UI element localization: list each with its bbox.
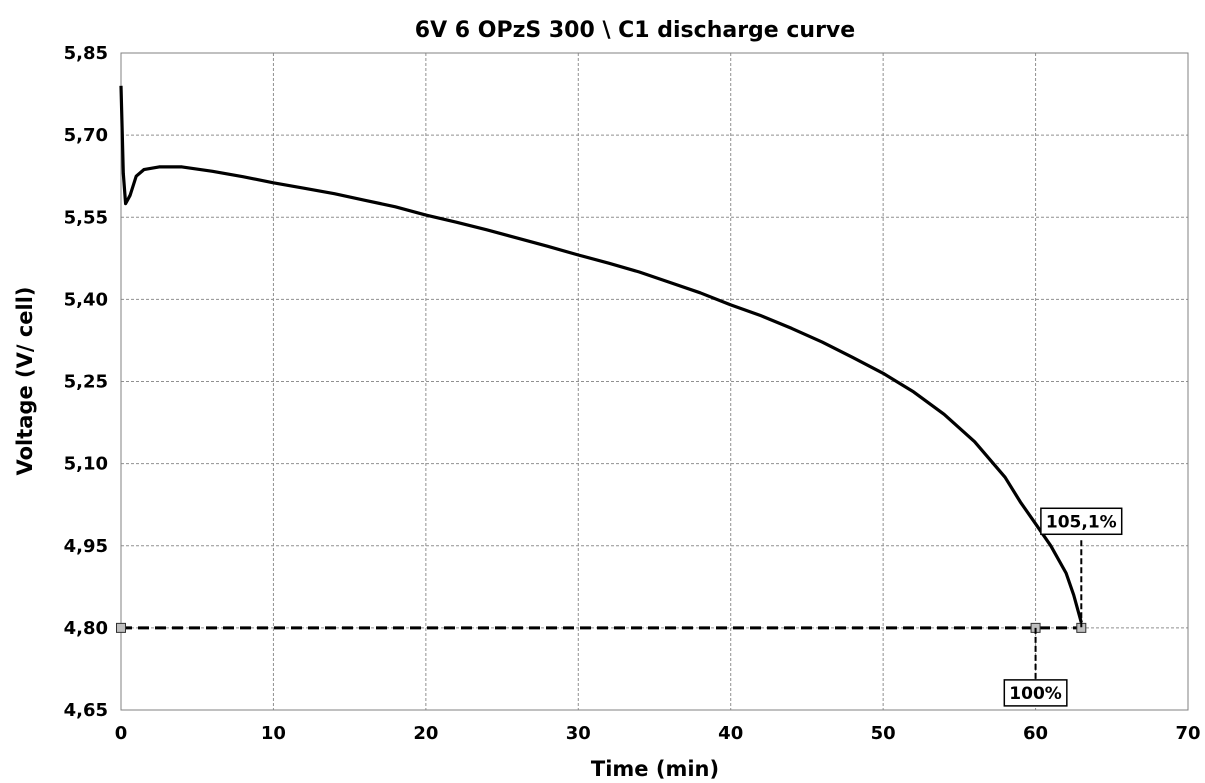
y-tick-label: 5,85: [64, 43, 108, 64]
y-tick-label: 4,80: [64, 618, 108, 639]
plot-frame: [120, 52, 1189, 711]
y-tick-label: 5,25: [64, 372, 108, 393]
annotation-text: 105,1%: [1046, 512, 1117, 532]
annotation-label: 105,1%: [1040, 507, 1123, 536]
y-tick-label: 5,55: [64, 207, 108, 228]
x-tick-label: 40: [718, 723, 743, 744]
x-tick-label: 30: [566, 723, 591, 744]
tick-labels: 0 10 20 30 40 50 60 70 4,65 4,80 4,95 5,10 5,25 5,40 5…: [64, 43, 1201, 744]
annotation-label: 100%: [1003, 679, 1068, 707]
annotation-box: [1003, 679, 1068, 707]
y-axis-title: Voltage (V/ cell): [13, 286, 37, 475]
x-tick-label: 70: [1175, 723, 1200, 744]
grid-layer: [121, 53, 1188, 710]
discharge-curve: [119, 85, 1083, 623]
x-axis-title: Time (min): [591, 757, 719, 781]
annotation-text: 100%: [1009, 684, 1062, 704]
y-tick-label: 4,95: [64, 536, 108, 557]
chart-title: 6V 6 OPzS 300 \ C1 discharge curve: [415, 18, 855, 43]
y-tick-label: 5,10: [64, 454, 108, 475]
cutoff-marker: [116, 622, 126, 633]
x-tick-label: 0: [115, 723, 128, 744]
series-layer: [119, 85, 1083, 630]
y-tick-label: 5,40: [64, 289, 108, 310]
y-tick-label: 5,70: [64, 125, 108, 146]
x-tick-label: 20: [413, 723, 438, 744]
x-tick-label: 10: [261, 723, 286, 744]
x-tick-label: 50: [871, 723, 896, 744]
annotation-box: [1040, 507, 1123, 536]
y-tick-label: 4,65: [64, 700, 108, 721]
x-tick-label: 60: [1023, 723, 1048, 744]
annotation-layer: 105,1% 100%: [1003, 507, 1123, 707]
